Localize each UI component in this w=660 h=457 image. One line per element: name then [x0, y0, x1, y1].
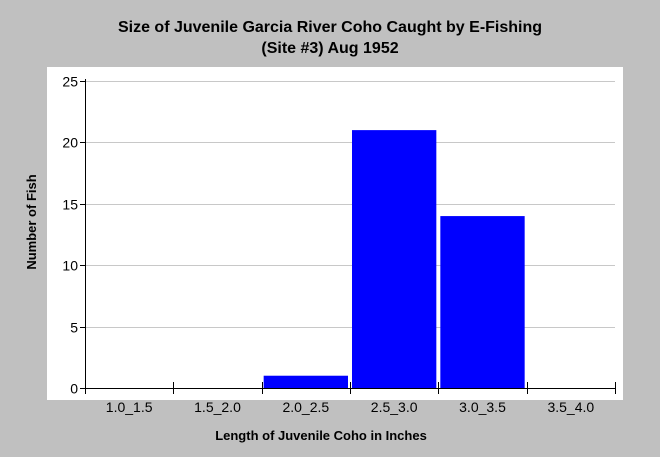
chart-title-line-1: Size of Juvenile Garcia River Coho Caugh… [118, 19, 542, 36]
bar-2.0_2.5 [263, 375, 348, 388]
gridlines [85, 81, 615, 328]
y-axis-label: Number of Fish [24, 174, 39, 269]
y-tick-label-4: 20 [62, 135, 78, 151]
x-tick-label-2.5_3.0: 2.5_3.0 [371, 399, 418, 415]
y-tick-label-5: 25 [62, 74, 78, 90]
y-tick-label-0: 0 [70, 381, 78, 397]
plot-area [47, 67, 623, 400]
y-tick-label-2: 10 [62, 258, 78, 274]
x-tick-label-2.0_2.5: 2.0_2.5 [282, 399, 329, 415]
bar-2.5_3.0 [352, 130, 437, 388]
x-tick-label-3.0_3.5: 3.0_3.5 [459, 399, 506, 415]
x-tick-label-1.5_2.0: 1.5_2.0 [194, 399, 241, 415]
y-tick-label-3: 15 [62, 197, 78, 213]
chart-title-line-2: (Site #3) Aug 1952 [261, 40, 398, 57]
y-tick-label-1: 5 [70, 320, 78, 336]
bars [263, 130, 525, 388]
x-tick-label-1.0_1.5: 1.0_1.5 [106, 399, 153, 415]
x-tick-label-3.5_4.0: 3.5_4.0 [547, 399, 594, 415]
bar-3.0_3.5 [440, 216, 525, 388]
axes: 0 5 10 15 20 25 1.0_1.5 1.5_2.0 2.0_2.5 2.5_3.0 3.… [62, 74, 616, 415]
x-axis-label: Length of Juvenile Coho in Inches [215, 428, 427, 443]
